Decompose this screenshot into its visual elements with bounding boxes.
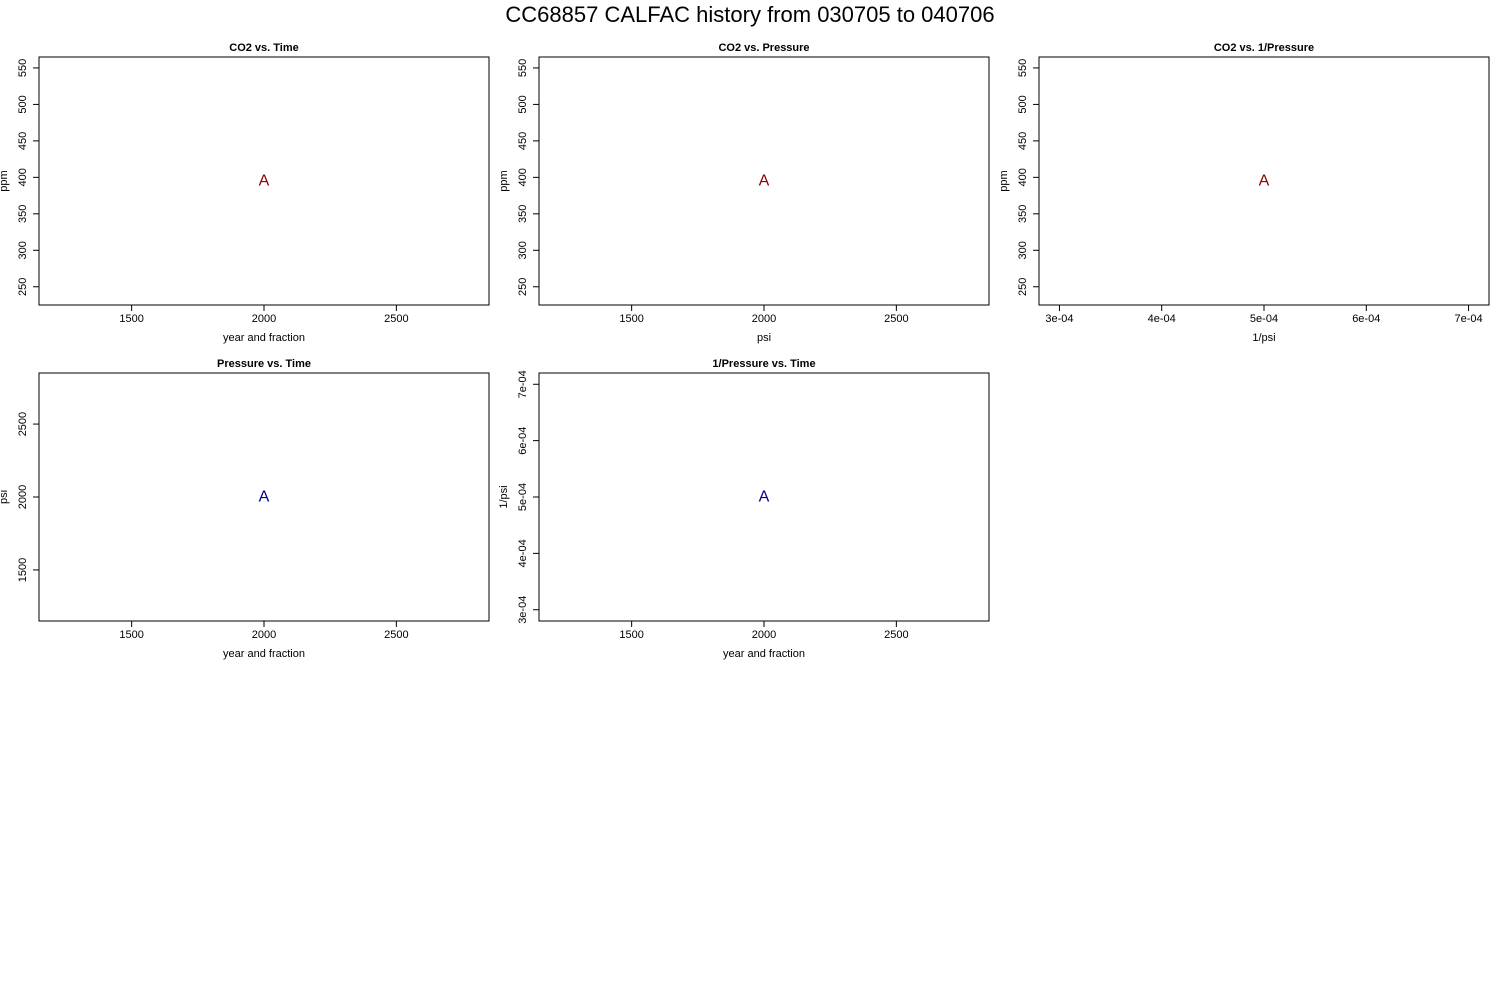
x-axis-label: year and fraction — [223, 648, 305, 660]
x-axis-label: year and fraction — [723, 648, 805, 660]
y-tick-label: 450 — [17, 132, 29, 150]
y-tick-label: 350 — [1017, 205, 1029, 223]
y-axis-label: ppm — [998, 170, 1010, 191]
data-point: A — [259, 173, 270, 190]
x-tick-label: 1500 — [619, 629, 643, 641]
x-tick-label: 4e-04 — [1148, 313, 1176, 325]
y-tick-label: 1500 — [17, 558, 29, 582]
x-tick-label: 3e-04 — [1045, 313, 1073, 325]
y-tick-label: 7e-04 — [517, 370, 529, 398]
y-tick-label: 550 — [517, 59, 529, 77]
y-axis-label: ppm — [498, 170, 510, 191]
data-point: A — [759, 489, 770, 506]
chart-panel: 1/Pressure vs. Time 1500 2000 2500 3e-04 4e-0… — [498, 358, 990, 660]
x-tick-label: 7e-04 — [1454, 313, 1482, 325]
chart-panel: CO2 vs. 1/Pressure 3e-04 4e-04 5e-04 6e-04 7e… — [998, 42, 1490, 344]
y-tick-label: 400 — [517, 168, 529, 186]
data-point: A — [1259, 173, 1270, 190]
data-point: A — [259, 489, 270, 506]
chart-title: CO2 vs. Time — [229, 42, 299, 54]
panels: CO2 vs. Time 1500 2000 2500 250 300 350 400 450 5… — [0, 42, 1490, 660]
y-tick-label: 2500 — [17, 412, 29, 436]
y-tick-label: 3e-04 — [517, 596, 529, 624]
y-tick-label: 500 — [517, 95, 529, 113]
chart-title: Pressure vs. Time — [217, 358, 311, 370]
y-axis-label: ppm — [0, 170, 10, 191]
x-axis-label: psi — [757, 332, 771, 344]
x-tick-label: 2000 — [752, 629, 776, 641]
y-tick-label: 400 — [1017, 168, 1029, 186]
x-tick-label: 2000 — [252, 629, 276, 641]
chart-panel: CO2 vs. Pressure 1500 2000 2500 250 300 350 400… — [498, 42, 990, 344]
y-tick-label: 500 — [17, 95, 29, 113]
x-tick-label: 2500 — [384, 629, 408, 641]
x-tick-label: 1500 — [119, 629, 143, 641]
x-tick-label: 2500 — [884, 629, 908, 641]
y-tick-label: 550 — [17, 59, 29, 77]
y-tick-label: 500 — [1017, 95, 1029, 113]
y-tick-label: 350 — [517, 205, 529, 223]
x-axis-label: 1/psi — [1252, 332, 1275, 344]
chart-panel: Pressure vs. Time 1500 2000 2500 1500 2000 250… — [0, 358, 490, 660]
x-tick-label: 1500 — [619, 313, 643, 325]
y-tick-label: 450 — [1017, 132, 1029, 150]
x-tick-label: 6e-04 — [1352, 313, 1380, 325]
y-tick-label: 450 — [517, 132, 529, 150]
y-tick-label: 4e-04 — [517, 539, 529, 567]
chart-title: CO2 vs. 1/Pressure — [1214, 42, 1314, 54]
y-tick-label: 400 — [17, 168, 29, 186]
x-tick-label: 2000 — [252, 313, 276, 325]
y-tick-label: 550 — [1017, 59, 1029, 77]
y-tick-label: 300 — [17, 241, 29, 259]
y-tick-label: 300 — [517, 241, 529, 259]
y-tick-label: 6e-04 — [517, 427, 529, 455]
y-axis-label: 1/psi — [498, 485, 510, 508]
x-axis-label: year and fraction — [223, 332, 305, 344]
y-tick-label: 2000 — [17, 485, 29, 509]
chart-title: CO2 vs. Pressure — [718, 42, 809, 54]
y-tick-label: 5e-04 — [517, 483, 529, 511]
x-tick-label: 1500 — [119, 313, 143, 325]
y-tick-label: 300 — [1017, 241, 1029, 259]
y-tick-label: 350 — [17, 205, 29, 223]
page-title: CC68857 CALFAC history from 030705 to 04… — [505, 2, 994, 27]
x-tick-label: 2000 — [752, 313, 776, 325]
chart-title: 1/Pressure vs. Time — [712, 358, 815, 370]
y-axis-label: psi — [0, 490, 10, 504]
y-tick-label: 250 — [1017, 278, 1029, 296]
x-tick-label: 5e-04 — [1250, 313, 1278, 325]
x-tick-label: 2500 — [884, 313, 908, 325]
y-tick-label: 250 — [17, 278, 29, 296]
chart-panel: CO2 vs. Time 1500 2000 2500 250 300 350 400 450 5… — [0, 42, 490, 344]
data-point: A — [759, 173, 770, 190]
y-tick-label: 250 — [517, 278, 529, 296]
x-tick-label: 2500 — [384, 313, 408, 325]
